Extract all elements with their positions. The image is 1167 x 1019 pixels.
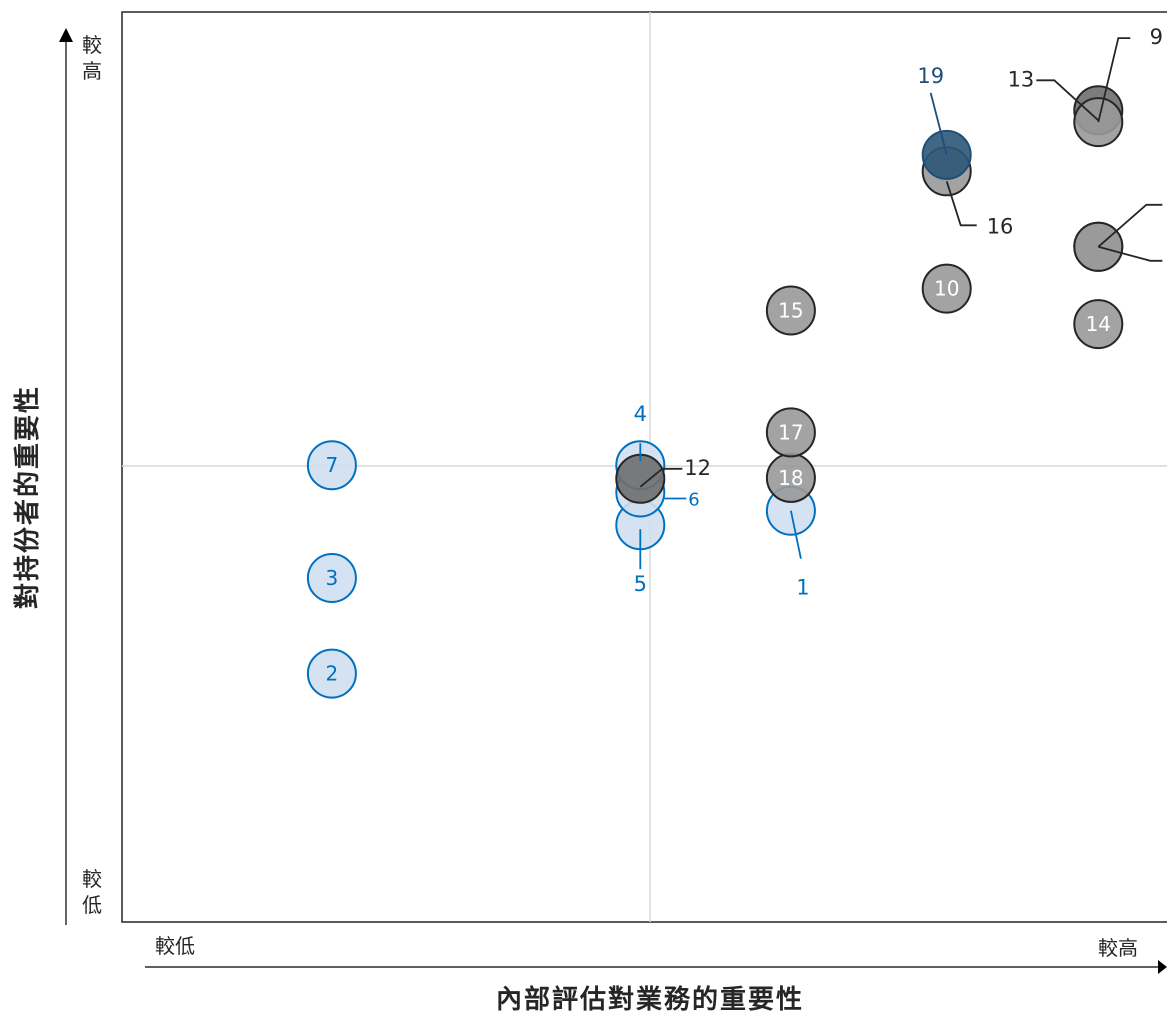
leader-line-9 — [1097, 37, 1131, 123]
plot-frame — [121, 11, 1167, 923]
leader-line-1 — [790, 510, 802, 559]
data-point-label-9: 9 — [1150, 25, 1163, 49]
data-point-label-5: 5 — [634, 572, 647, 596]
x-tick-low-label: 較低 — [155, 934, 195, 958]
leader-line-8 — [1098, 245, 1163, 262]
data-point-17 — [765, 407, 816, 458]
data-point-label-17: 17 — [778, 420, 803, 444]
leader-line-19 — [929, 92, 948, 156]
data-point-7 — [306, 440, 357, 491]
y-tick-low-label: 較低 — [82, 867, 102, 917]
data-point-label-18: 18 — [778, 466, 803, 490]
data-point-2 — [306, 648, 357, 699]
data-point-label-16: 16 — [987, 214, 1014, 238]
data-point-10 — [921, 263, 972, 314]
data-point-label-2: 2 — [326, 662, 339, 686]
data-point-label-4: 4 — [634, 402, 647, 426]
data-point-label-3: 3 — [326, 566, 339, 590]
data-point-label-7: 7 — [326, 453, 339, 477]
x-axis-title: 內部評估對業務的重要性 — [496, 984, 804, 1015]
data-point-label-15: 15 — [778, 299, 803, 323]
data-point-3 — [306, 553, 357, 603]
data-point-label-12: 12 — [684, 456, 711, 480]
data-point-label-1: 1 — [796, 576, 809, 600]
leader-line-13 — [1036, 79, 1099, 121]
data-point-label-6: 6 — [688, 490, 699, 511]
y-axis-title: 對持份者的重要性 — [12, 385, 43, 609]
data-point-12 — [615, 453, 666, 504]
leader-line-11 — [1097, 203, 1163, 248]
y-tick-high-label: 較高 — [82, 33, 102, 83]
y-axis-arrowhead — [59, 28, 73, 42]
data-point-15 — [765, 285, 816, 336]
data-point-label-19: 19 — [917, 64, 944, 88]
x-tick-high-label: 較高 — [1098, 936, 1138, 960]
data-point-label-13: 13 — [1008, 67, 1035, 91]
data-point-14 — [1073, 299, 1124, 350]
x-axis-arrowhead — [1158, 960, 1167, 974]
data-point-label-10: 10 — [934, 277, 959, 301]
chart-callouts: 1456891112131619 — [634, 25, 1167, 600]
leader-line-12 — [639, 467, 683, 488]
data-point-label-14: 14 — [1086, 312, 1111, 336]
leader-line-16 — [945, 181, 977, 227]
